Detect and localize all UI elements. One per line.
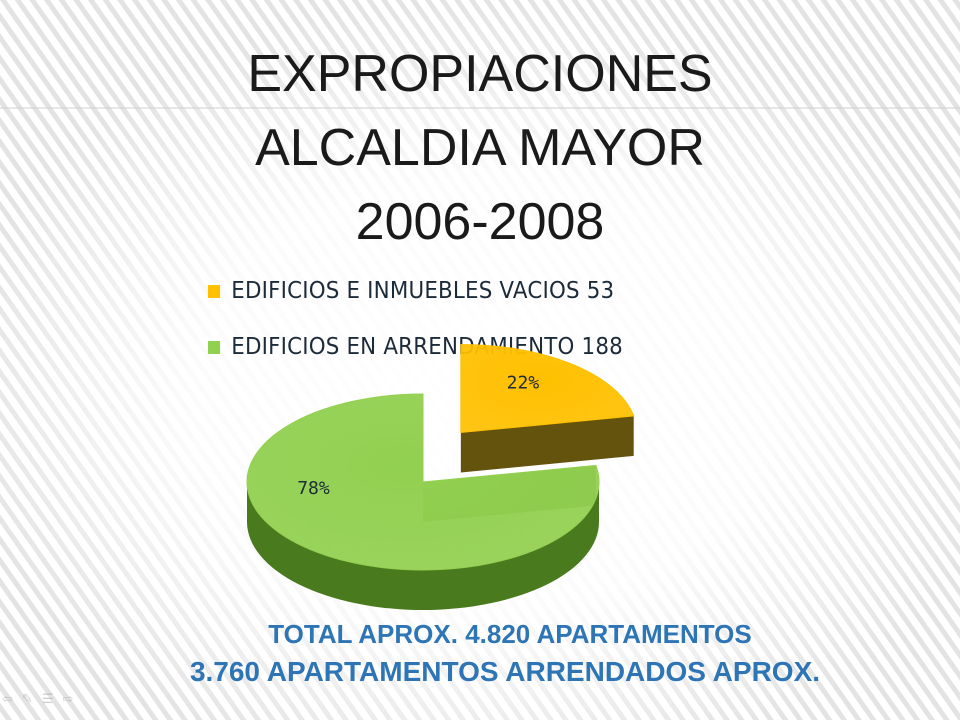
pie-side-wall xyxy=(247,482,599,610)
pie-top-face xyxy=(246,393,600,571)
pie-slice-vacios xyxy=(460,343,635,473)
legend-item-arrendamiento: EDIFICIOS EN ARRENDAMIENTO 188 xyxy=(208,332,623,362)
pie-cut-face xyxy=(460,415,634,473)
data-label-arrendamiento: 78% xyxy=(297,478,330,499)
pen-icon[interactable]: ✎ xyxy=(21,692,33,707)
legend-swatch-arrendamiento xyxy=(208,340,221,354)
menu-icon[interactable]: ☰ xyxy=(41,692,54,707)
slide-title-line-1: EXPROPIACIONES xyxy=(247,45,713,103)
slide-controls: ⇦ ✎ ☰ ⇨ xyxy=(2,692,73,707)
pie-top-face xyxy=(460,343,635,434)
legend-label-vacios: EDIFICIOS E INMUEBLES VACIOS 53 xyxy=(231,278,615,304)
data-label-vacios: 22% xyxy=(507,373,540,394)
arrow-right-icon[interactable]: ⇨ xyxy=(62,692,74,707)
slide-title-line-2: ALCALDIA MAYOR xyxy=(255,119,705,177)
legend-label-arrendamiento: EDIFICIOS EN ARRENDAMIENTO 188 xyxy=(231,334,623,360)
footer-total-apartments: TOTAL APROX. 4.820 APARTAMENTOS xyxy=(268,619,752,649)
footer-rented-apartments: 3.760 APARTAMENTOS ARRENDADOS APROX. xyxy=(189,656,821,687)
arrow-left-icon[interactable]: ⇦ xyxy=(2,692,13,707)
slide-title-line-3: 2006-2008 xyxy=(355,193,605,251)
legend-item-vacios: EDIFICIOS E INMUEBLES VACIOS 53 xyxy=(208,276,614,306)
legend-swatch-vacios xyxy=(208,284,221,298)
pie-slice-arrendamiento xyxy=(246,393,600,610)
